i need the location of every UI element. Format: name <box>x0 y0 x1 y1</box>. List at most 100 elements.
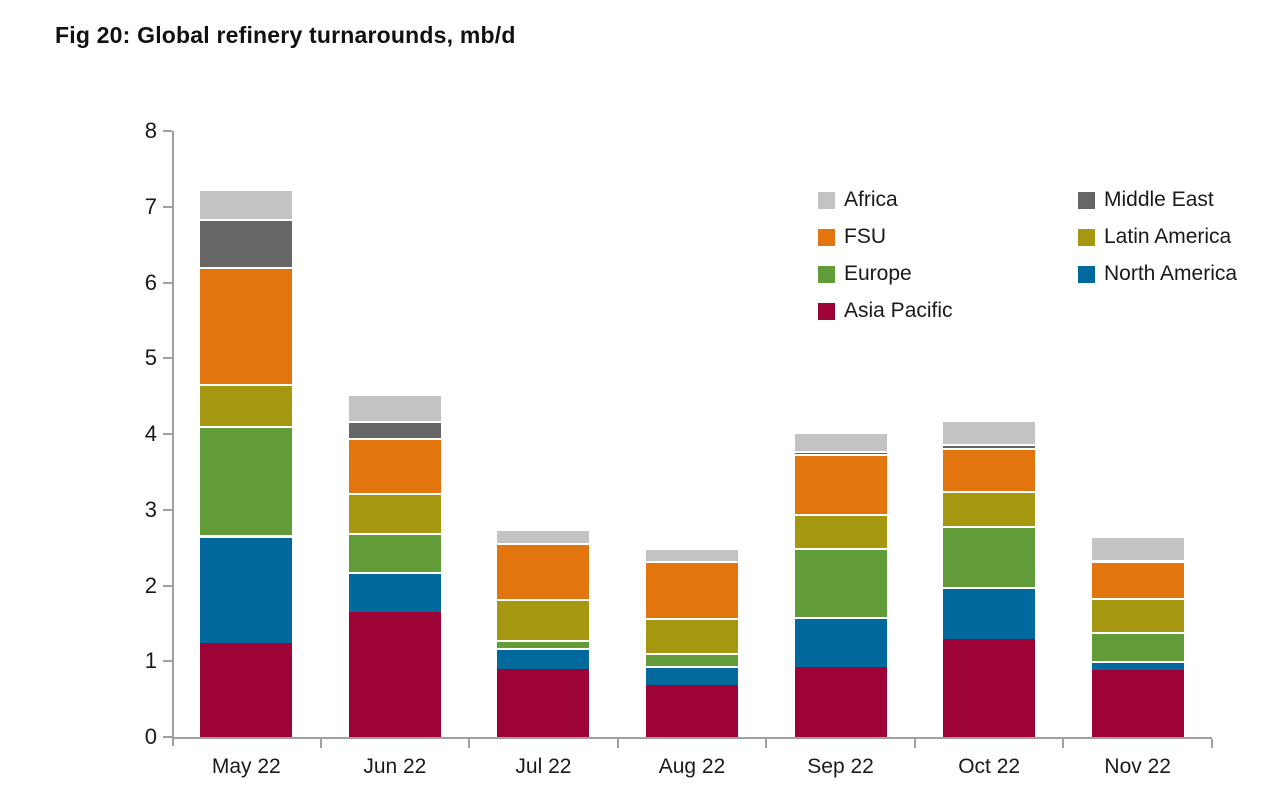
legend-label: Africa <box>844 188 898 211</box>
y-tick-label: 8 <box>144 118 157 143</box>
bar-segment-north-america <box>200 535 293 644</box>
legend-swatch-north-america <box>1078 265 1095 283</box>
x-axis-label: Oct 22 <box>958 755 1021 778</box>
legend-swatch-asia-pacific <box>818 302 835 320</box>
figure-title: Fig 20: Global refinery turnarounds, mb/… <box>55 22 516 48</box>
legend-swatch-europe <box>818 265 835 283</box>
bar-segment-africa <box>943 420 1036 444</box>
bar-segment-latin-america <box>646 618 738 653</box>
y-tick-label: 6 <box>144 269 157 295</box>
legend-item-north-america: North America <box>1078 262 1237 286</box>
bar-segment-middle-east <box>348 421 441 438</box>
legend-item-latin-america: Latin America <box>1078 225 1231 249</box>
y-tick-label: 5 <box>144 345 157 371</box>
bar-segment-latin-america <box>943 490 1036 526</box>
x-tick-mark <box>616 739 619 748</box>
legend-label: Middle East <box>1104 188 1214 211</box>
legend-label: Europe <box>844 262 912 285</box>
y-tick-mark <box>163 736 172 738</box>
bar-segment-middle-east <box>943 443 1036 448</box>
bar-segment-latin-america <box>794 514 887 549</box>
bar-segment-fsu <box>200 267 293 384</box>
bar-segment-africa <box>794 432 887 452</box>
legend-label: North America <box>1104 262 1238 285</box>
legend-label: Latin America <box>1104 225 1232 248</box>
y-tick-mark <box>163 357 172 360</box>
bar-segment-europe <box>646 652 738 666</box>
y-tick-label: 0 <box>144 724 157 749</box>
bar-segment-africa <box>348 393 441 422</box>
x-axis-label: May 22 <box>211 755 281 778</box>
bar-segment-africa <box>1091 536 1184 561</box>
legend-swatch-middle-east <box>1078 191 1095 209</box>
bar-segment-north-america <box>1091 661 1184 670</box>
bar-segment-fsu <box>794 454 887 515</box>
legend-label: FSU <box>844 225 886 248</box>
y-tick-mark <box>163 433 172 435</box>
bar-segment-north-america <box>348 571 441 612</box>
bar-segment-europe <box>348 533 441 572</box>
bar-segment-fsu <box>943 447 1036 491</box>
bar-segment-asia-pacific <box>497 668 590 737</box>
x-axis-label: Aug 22 <box>658 755 726 778</box>
bar-segment-asia-pacific <box>348 612 441 737</box>
y-tick-label: 3 <box>144 496 157 522</box>
y-tick-mark <box>163 281 172 284</box>
legend-label: Asia Pacific <box>844 299 953 322</box>
x-tick-mark <box>468 739 471 748</box>
y-tick-label: 2 <box>144 572 157 598</box>
x-tick-mark <box>913 739 916 748</box>
bar-segment-latin-america <box>497 599 590 641</box>
x-axis-label: Jun 22 <box>363 755 427 778</box>
x-axis-label: Sep 22 <box>807 755 874 778</box>
y-tick-mark <box>163 205 172 208</box>
bar-segment-africa <box>200 188 293 219</box>
bar-segment-europe <box>1091 631 1184 662</box>
bar-segment-europe <box>200 425 293 536</box>
y-tick-label: 4 <box>144 421 157 446</box>
bar-segment-fsu <box>497 543 590 600</box>
bar-segment-africa <box>646 547 738 561</box>
bar-segment-north-america <box>497 647 590 669</box>
bar-segment-middle-east <box>200 218 293 268</box>
legend-item-fsu: FSU <box>818 225 886 249</box>
legend-item-europe: Europe <box>818 262 912 286</box>
bar-segment-fsu <box>646 560 738 619</box>
y-tick-label: 7 <box>144 193 157 219</box>
y-tick-label: 1 <box>144 648 157 674</box>
y-tick-mark <box>163 508 172 511</box>
legend-swatch-fsu <box>818 228 835 246</box>
x-tick-mark <box>319 739 322 748</box>
bar-segment-north-america <box>943 587 1036 640</box>
legend-item-asia-pacific: Asia Pacific <box>818 299 953 323</box>
y-tick-mark <box>163 130 172 132</box>
bar-segment-europe <box>794 548 887 617</box>
bar-segment-asia-pacific <box>794 667 887 737</box>
x-tick-mark <box>765 739 768 748</box>
bar-segment-africa <box>497 529 590 544</box>
y-axis-line <box>172 131 174 746</box>
bar-segment-middle-east <box>794 451 887 455</box>
x-tick-mark <box>1062 739 1065 748</box>
bar-segment-asia-pacific <box>943 639 1036 737</box>
bar-segment-latin-america <box>200 384 293 426</box>
bar-segment-fsu <box>348 437 441 494</box>
legend-item-middle-east: Middle East <box>1078 188 1214 212</box>
bar-segment-europe <box>943 525 1036 587</box>
bar-segment-north-america <box>646 665 738 686</box>
bar-segment-latin-america <box>1091 597 1184 632</box>
bar-segment-latin-america <box>348 493 441 534</box>
x-tick-mark <box>1211 739 1213 748</box>
bar-segment-asia-pacific <box>646 685 738 737</box>
bar-segment-fsu <box>1091 560 1184 598</box>
bar-segment-asia-pacific <box>200 643 293 737</box>
legend-item-africa: Africa <box>818 188 898 212</box>
bar-segment-europe <box>497 640 590 648</box>
bar-segment-asia-pacific <box>1091 669 1184 737</box>
legend-swatch-latin-america <box>1078 228 1095 246</box>
y-tick-mark <box>163 660 172 663</box>
bar-segment-north-america <box>794 616 887 668</box>
legend-swatch-africa <box>818 191 835 209</box>
y-tick-mark <box>163 584 172 587</box>
